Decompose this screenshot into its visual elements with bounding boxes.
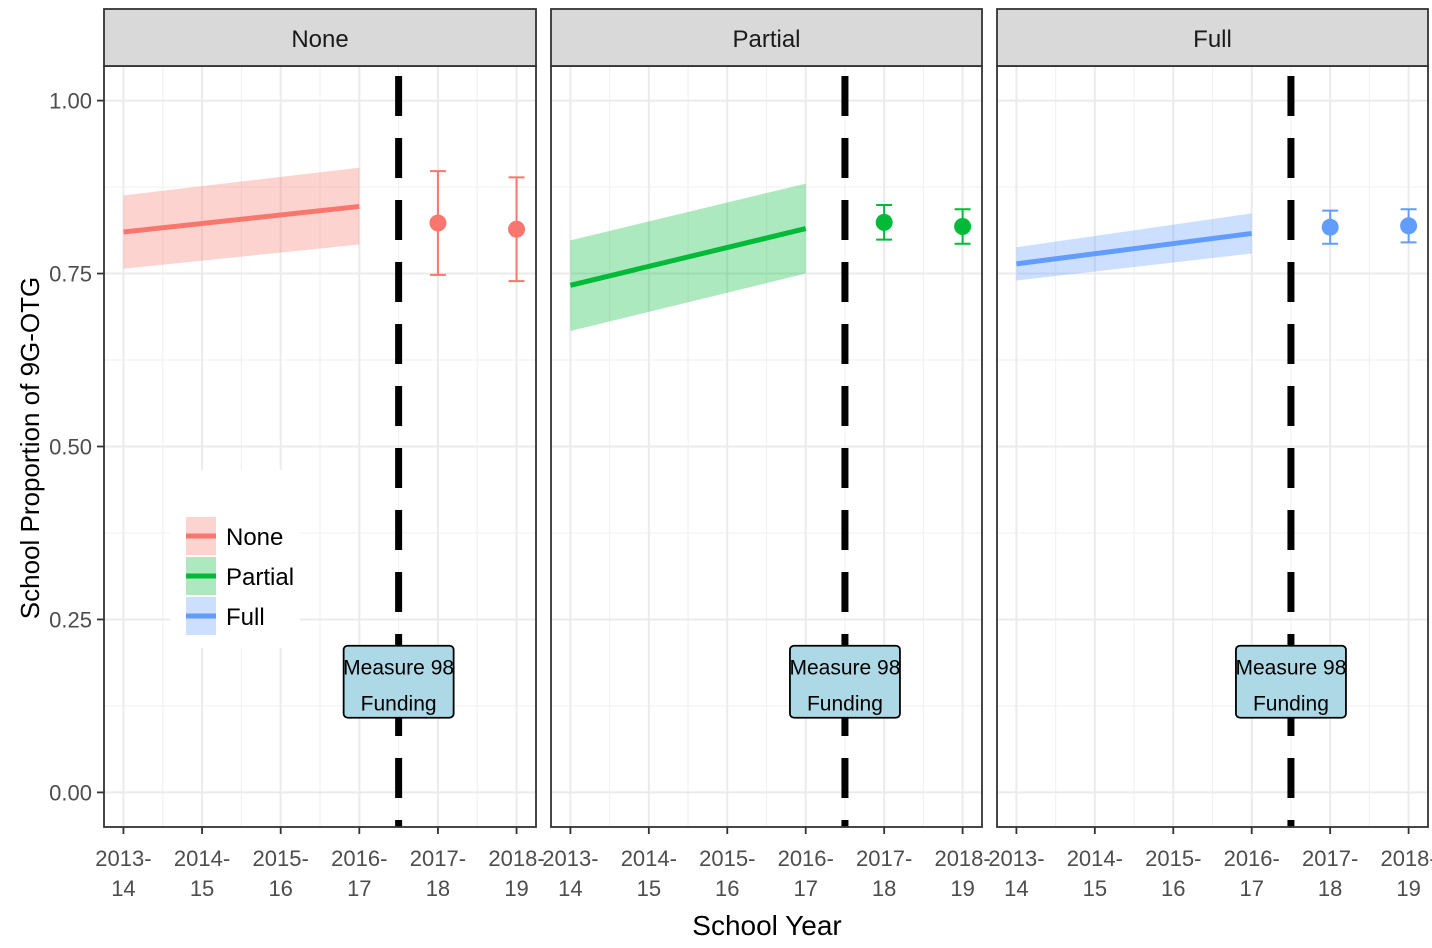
facet-strip-label: Partial [732,26,800,53]
legend-label: None [226,524,283,551]
x-tick-label: 2013- [542,846,598,871]
x-tick-label: 18 [1318,876,1342,901]
data-point-full [1400,217,1418,235]
legend-label: Full [226,604,265,631]
panel-partial: Measure 98 Funding Partial [550,8,983,828]
legend-label: Partial [226,564,294,591]
y-tick-label: 0.50 [49,435,92,460]
annotation-label-line1: Measure 98 [789,657,900,680]
x-tick-label: 2016- [1224,846,1280,871]
facet-strip-label: Full [1193,26,1232,53]
y-tick-label: 0.75 [49,262,92,287]
x-tick-label: 2015- [699,846,755,871]
x-tick-label: 14 [558,876,582,901]
facet-strip-label: None [291,26,348,53]
panel-none: Measure 98 Funding None [103,8,537,828]
x-tick-label: 2013- [95,846,151,871]
trend-line-full [1016,230,1253,267]
annotation-label-line1: Measure 98 [1235,657,1346,680]
x-tick-label: 2015- [1145,846,1201,871]
y-tick-label: 1.00 [49,89,92,114]
data-point-none [429,214,447,232]
annotation-label-line2: Funding [1253,693,1329,716]
x-tick-label: 2015- [253,846,309,871]
x-tick-label: 2017- [410,846,466,871]
x-tick-label: 18 [872,876,896,901]
x-tick-label: 2017- [856,846,912,871]
x-tick-label: 17 [793,876,817,901]
x-tick-label: 2013- [988,846,1044,871]
x-tick-label: 15 [1083,876,1107,901]
data-point-partial [954,218,972,236]
annotation-label-line1: Measure 98 [343,657,454,680]
x-tick-label: 2017- [1302,846,1358,871]
x-tick-label: 18 [426,876,450,901]
x-tick-label: 16 [268,876,292,901]
x-tick-label: 14 [1004,876,1028,901]
x-tick-label: 19 [504,876,528,901]
y-axis-title: School Proportion of 9G-OTG [15,277,45,619]
y-tick-label: 0.00 [49,780,92,805]
legend: None Partial Full [170,470,300,648]
x-tick-label: 16 [715,876,739,901]
x-tick-label: 17 [347,876,371,901]
x-tick-label: 16 [1161,876,1185,901]
x-tick-label: 2018- [1380,846,1432,871]
x-tick-label: 17 [1239,876,1263,901]
facet-strip-full [996,8,1429,67]
x-tick-label: 15 [190,876,214,901]
x-tick-label: 2014- [174,846,230,871]
x-tick-label: 14 [111,876,135,901]
x-axis-title: School Year [692,910,841,941]
x-tick-label: 2014- [621,846,677,871]
annotation-box [789,644,901,719]
x-tick-label: 15 [637,876,661,901]
annotation-box [1235,644,1347,719]
x-tick-label: 2018- [934,846,990,871]
x-tick-label: 2016- [778,846,834,871]
x-tick-label: 19 [950,876,974,901]
x-tick-label: 2018- [488,846,544,871]
x-tick-label: 19 [1396,876,1420,901]
data-point-none [508,220,526,238]
y-tick-label: 0.25 [49,607,92,632]
data-point-partial [875,213,893,231]
x-tick-label: 2014- [1067,846,1123,871]
annotation-box [342,644,455,719]
facet-strip-none [103,8,537,67]
annotation-label-line2: Funding [807,693,883,716]
annotation-label-line2: Funding [361,693,437,716]
x-tick-label: 2016- [331,846,387,871]
facet-strip-partial [550,8,983,67]
trend-line-partial [569,226,807,288]
data-point-full [1321,218,1339,236]
trend-line-none [123,203,360,235]
panel-full: Measure 98 Funding Full [996,8,1429,828]
